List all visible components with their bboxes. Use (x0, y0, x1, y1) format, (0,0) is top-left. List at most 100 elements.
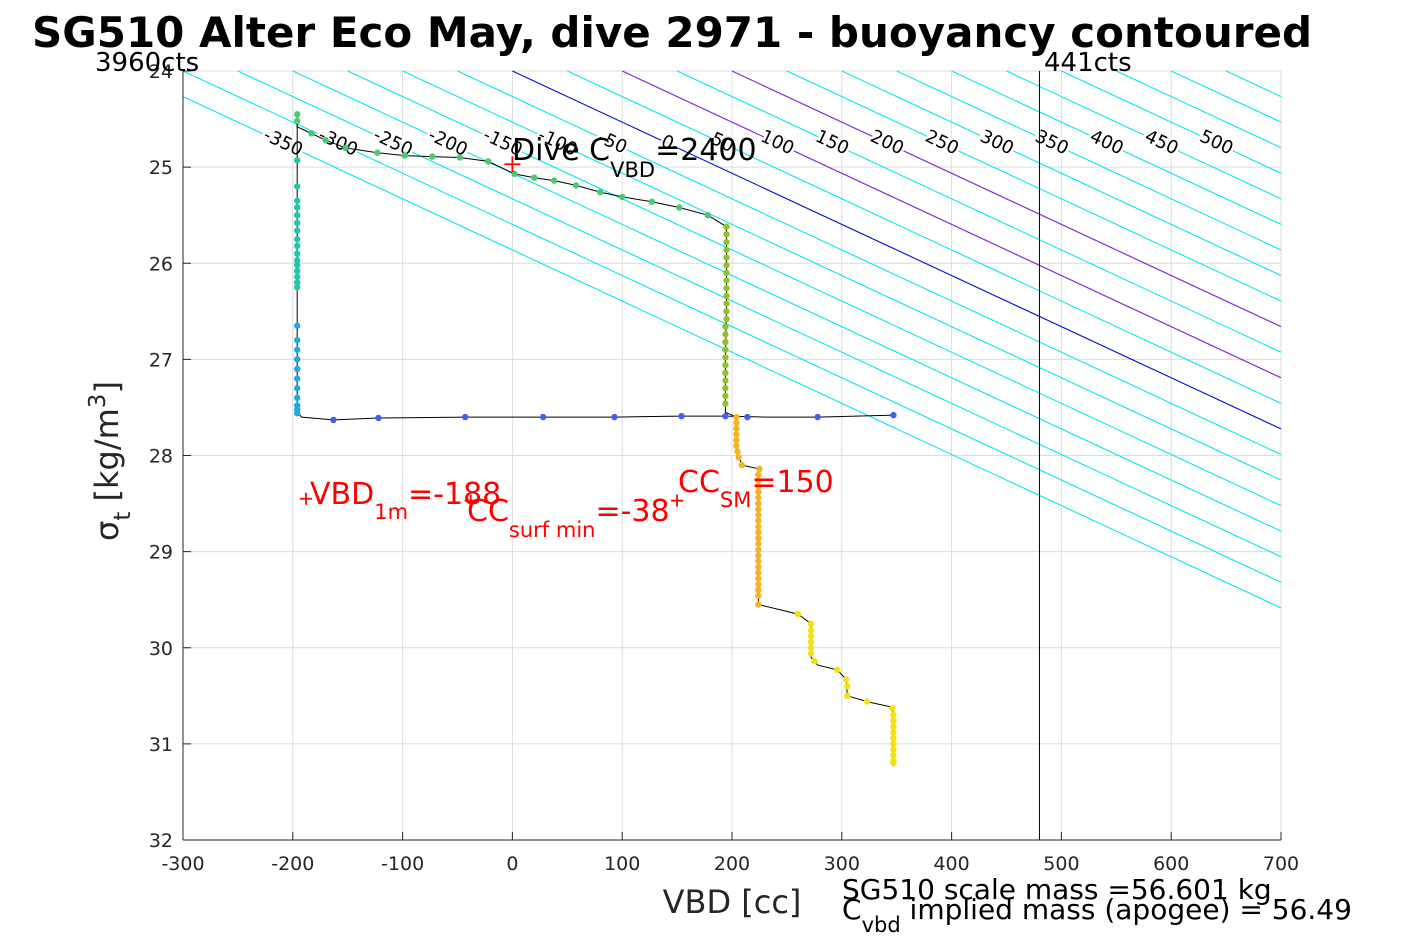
data-point (293, 227, 301, 234)
x-tick-label: 600 (1153, 853, 1189, 875)
data-point (722, 346, 729, 353)
contour-label: 200 (867, 126, 907, 160)
contour-line-cyan (182, 96, 1282, 609)
x-tick-label: 500 (1043, 853, 1079, 875)
data-point (755, 494, 762, 501)
data-point (722, 377, 729, 384)
data-point (744, 413, 751, 421)
vbd-1m-sub: 1m (374, 500, 408, 524)
cc-sm-pre: CC (678, 465, 720, 500)
data-point (723, 308, 730, 315)
data-point (401, 152, 408, 159)
data-point (374, 149, 381, 156)
data-point (722, 392, 729, 400)
data-point (842, 676, 850, 683)
contour-line-cyan (1006, 70, 1282, 200)
contour-label: 400 (1087, 126, 1127, 160)
data-point (293, 219, 301, 227)
data-point (755, 523, 762, 530)
contour-line-cyan (1225, 70, 1282, 98)
data-point (722, 400, 729, 407)
data-point (704, 211, 712, 219)
grid (182, 70, 1282, 841)
vbd-1m-pre: VBD (310, 477, 374, 512)
y-axis-label: σt [kg/m3] (85, 381, 136, 541)
data-point (722, 385, 729, 392)
vbd-1m-marker (299, 492, 312, 505)
data-point (461, 413, 469, 421)
data-point (890, 752, 897, 759)
data-point (678, 412, 685, 420)
data-point (755, 483, 762, 490)
data-point (723, 231, 730, 238)
contour-line-cyan (786, 70, 1282, 302)
y-axis-label-sup: 3 (85, 394, 111, 409)
y-axis-label-sub: t (110, 512, 136, 521)
data-point (734, 448, 741, 455)
cc-surf-min-marker (464, 494, 477, 507)
data-point (890, 746, 897, 753)
data-point (293, 183, 301, 190)
data-point (755, 575, 762, 582)
data-point (723, 300, 730, 307)
y-tick-label: 32 (149, 830, 173, 852)
contour-label: 300 (977, 126, 1017, 160)
data-point (755, 529, 762, 536)
contour-line-cyan (567, 70, 1282, 404)
data-point (293, 356, 301, 363)
data-point (722, 354, 729, 361)
profile-points (293, 111, 897, 767)
dive-cvbd-annotation: Dive CVBD=2400 (512, 133, 757, 182)
data-point (755, 552, 762, 559)
data-point (531, 174, 538, 181)
contour-label: 450 (1142, 126, 1182, 160)
data-point (814, 413, 821, 421)
implied-mass-text: Cvbd implied mass (apogee) = 56.49 (842, 893, 1352, 937)
data-point (733, 419, 740, 427)
data-point (648, 198, 656, 205)
contour-label: 150 (812, 126, 852, 160)
data-point (807, 620, 815, 627)
y-tick-label: 30 (149, 638, 173, 660)
data-point (807, 627, 815, 634)
data-point (738, 461, 746, 469)
x-tick-label: -200 (271, 853, 314, 875)
y-tick-label: 24 (149, 61, 173, 83)
data-point (755, 558, 762, 565)
profile-path-line (296, 123, 894, 421)
data-point (755, 581, 762, 588)
y-axis-label-rest: [kg/m (88, 408, 126, 511)
data-point (807, 650, 815, 657)
data-point (890, 723, 897, 730)
data-point (834, 666, 841, 674)
dive-cvbd-marker (504, 156, 521, 173)
data-point (755, 592, 762, 600)
contour-line-cyan (951, 70, 1282, 225)
data-point (863, 698, 871, 705)
contour-line-cyan (347, 70, 1282, 507)
data-point (308, 130, 315, 137)
data-point (733, 425, 740, 432)
implied-mass-sub: vbd (862, 913, 901, 937)
data-point (735, 454, 742, 461)
data-point (722, 331, 729, 338)
cc-sm-sub: SM (720, 488, 751, 512)
data-point (890, 729, 897, 736)
x-tick-label: -100 (381, 853, 424, 875)
data-point (844, 683, 851, 690)
cc-sm-post: =150 (751, 465, 833, 500)
data-point (755, 517, 762, 525)
x-tick-label: 0 (506, 853, 518, 875)
data-point (293, 242, 301, 250)
x-tick-label: 400 (933, 853, 969, 875)
data-point (722, 338, 729, 346)
data-point (293, 204, 301, 211)
data-point (722, 361, 729, 369)
data-point (723, 292, 730, 300)
contour-label: -300 (315, 124, 361, 160)
data-point (511, 170, 518, 178)
data-point (293, 236, 301, 243)
data-point (485, 158, 492, 165)
x-tick-label: 100 (604, 853, 640, 875)
